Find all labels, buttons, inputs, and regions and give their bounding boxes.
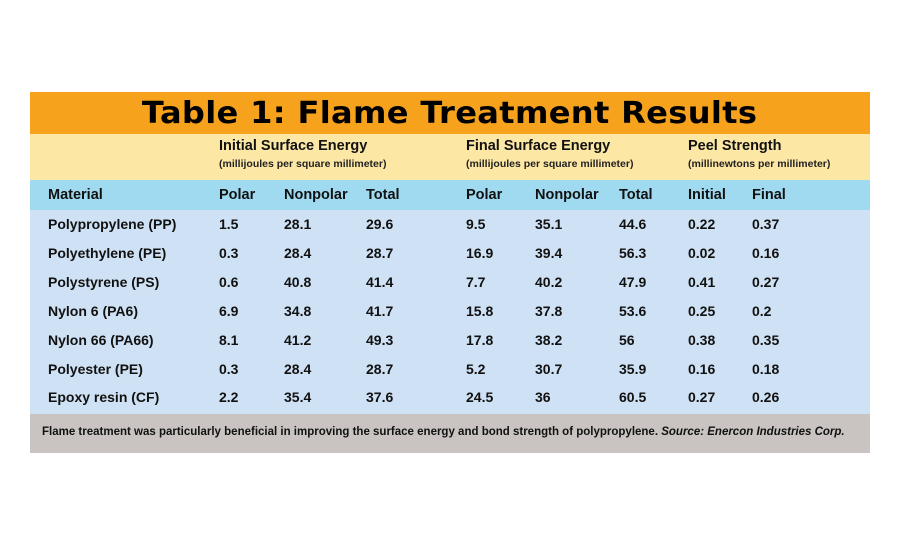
group-subtitle: (millinewtons per millimeter) — [688, 158, 831, 170]
group-peel-strength: Peel Strength (millinewtons per millimet… — [688, 138, 830, 170]
cell-peel-final: 0.37 — [752, 216, 780, 232]
cell-initial-total: 28.7 — [366, 245, 394, 261]
cell-final-total: 47.9 — [619, 274, 647, 290]
cell-peel-initial: 0.16 — [688, 361, 716, 377]
cell-final-nonpolar: 38.2 — [535, 332, 563, 348]
cell-final-total: 56.3 — [619, 245, 647, 261]
cell-initial-total: 28.7 — [366, 361, 394, 377]
cell-final-total: 53.6 — [619, 303, 647, 319]
cell-initial-nonpolar: 28.1 — [284, 216, 312, 232]
cell-final-total: 44.6 — [619, 216, 647, 232]
cell-initial-polar: 6.9 — [219, 303, 239, 319]
cell-final-nonpolar: 36 — [535, 389, 551, 405]
column-header-row — [30, 180, 870, 210]
cell-peel-initial: 0.22 — [688, 216, 716, 232]
col-header-final-nonpolar: Nonpolar — [535, 187, 599, 203]
cell-final-total: 56 — [619, 332, 635, 348]
table-title: Table 1: Flame Treatment Results — [142, 95, 758, 131]
cell-initial-polar: 0.3 — [219, 361, 239, 377]
cell-initial-polar: 0.3 — [219, 245, 239, 261]
caption-text: Flame treatment was particularly benefic… — [42, 426, 659, 438]
cell-final-polar: 17.8 — [466, 332, 494, 348]
col-header-initial-polar: Polar — [219, 187, 256, 203]
group-header-row — [30, 134, 870, 180]
cell-final-polar: 15.8 — [466, 303, 494, 319]
group-title: Initial Surface Energy — [219, 138, 368, 154]
cell-initial-total: 41.7 — [366, 303, 394, 319]
cell-material: Polystyrene (PS) — [48, 274, 160, 290]
col-header-final-polar: Polar — [466, 187, 503, 203]
cell-material: Polyethylene (PE) — [48, 245, 167, 261]
cell-initial-nonpolar: 28.4 — [284, 361, 312, 377]
cell-peel-final: 0.27 — [752, 274, 780, 290]
col-header-initial-nonpolar: Nonpolar — [284, 187, 348, 203]
cell-initial-polar: 2.2 — [219, 389, 239, 405]
cell-final-polar: 24.5 — [466, 389, 494, 405]
cell-peel-initial: 0.27 — [688, 389, 716, 405]
cell-final-polar: 16.9 — [466, 245, 494, 261]
table-body — [30, 210, 870, 414]
cell-initial-polar: 8.1 — [219, 332, 239, 348]
cell-peel-final: 0.35 — [752, 332, 780, 348]
cell-initial-total: 49.3 — [366, 332, 394, 348]
group-title: Peel Strength — [688, 138, 782, 154]
cell-peel-final: 0.26 — [752, 389, 780, 405]
source-credit: Source: Enercon Industries Corp. — [661, 426, 845, 438]
title-bar: Table 1: Flame Treatment Results — [30, 92, 870, 134]
cell-initial-polar: 1.5 — [219, 216, 239, 232]
cell-material: Polyester (PE) — [48, 361, 143, 377]
cell-initial-total: 29.6 — [366, 216, 394, 232]
cell-final-nonpolar: 39.4 — [535, 245, 563, 261]
table-panel: Table 1: Flame Treatment Results Initial… — [30, 92, 870, 453]
col-header-material: Material — [48, 187, 103, 203]
col-header-initial-total: Total — [366, 187, 400, 203]
cell-material: Polypropylene (PP) — [48, 216, 177, 232]
col-header-final-total: Total — [619, 187, 653, 203]
footer-caption: Flame treatment was particularly benefic… — [42, 426, 845, 438]
cell-peel-final: 0.18 — [752, 361, 780, 377]
cell-material: Nylon 6 (PA6) — [48, 303, 138, 319]
cell-final-polar: 9.5 — [466, 216, 486, 232]
cell-final-total: 60.5 — [619, 389, 647, 405]
cell-initial-nonpolar: 35.4 — [284, 389, 312, 405]
group-subtitle: (millijoules per square millimeter) — [219, 158, 387, 170]
cell-initial-nonpolar: 41.2 — [284, 332, 312, 348]
cell-final-nonpolar: 30.7 — [535, 361, 563, 377]
table-footer — [30, 414, 870, 453]
cell-peel-final: 0.2 — [752, 303, 772, 319]
cell-initial-nonpolar: 28.4 — [284, 245, 312, 261]
cell-peel-final: 0.16 — [752, 245, 780, 261]
cell-final-nonpolar: 35.1 — [535, 216, 563, 232]
cell-material: Epoxy resin (CF) — [48, 389, 160, 405]
group-subtitle: (millijoules per square millimeter) — [466, 158, 634, 170]
group-initial-surface-energy: Initial Surface Energy (millijoules per … — [219, 138, 386, 170]
cell-final-polar: 5.2 — [466, 361, 486, 377]
group-title: Final Surface Energy — [466, 138, 611, 154]
cell-final-nonpolar: 40.2 — [535, 274, 563, 290]
cell-peel-initial: 0.25 — [688, 303, 716, 319]
cell-initial-nonpolar: 34.8 — [284, 303, 312, 319]
col-header-peel-initial: Initial — [688, 187, 726, 203]
cell-material: Nylon 66 (PA66) — [48, 332, 154, 348]
cell-initial-total: 41.4 — [366, 274, 394, 290]
cell-final-nonpolar: 37.8 — [535, 303, 563, 319]
cell-initial-nonpolar: 40.8 — [284, 274, 312, 290]
col-header-peel-final: Final — [752, 187, 786, 203]
cell-final-total: 35.9 — [619, 361, 647, 377]
cell-peel-initial: 0.41 — [688, 274, 716, 290]
cell-final-polar: 7.7 — [466, 274, 486, 290]
cell-peel-initial: 0.38 — [688, 332, 716, 348]
group-final-surface-energy: Final Surface Energy (millijoules per sq… — [466, 138, 633, 170]
cell-peel-initial: 0.02 — [688, 245, 716, 261]
cell-initial-polar: 0.6 — [219, 274, 239, 290]
cell-initial-total: 37.6 — [366, 389, 394, 405]
